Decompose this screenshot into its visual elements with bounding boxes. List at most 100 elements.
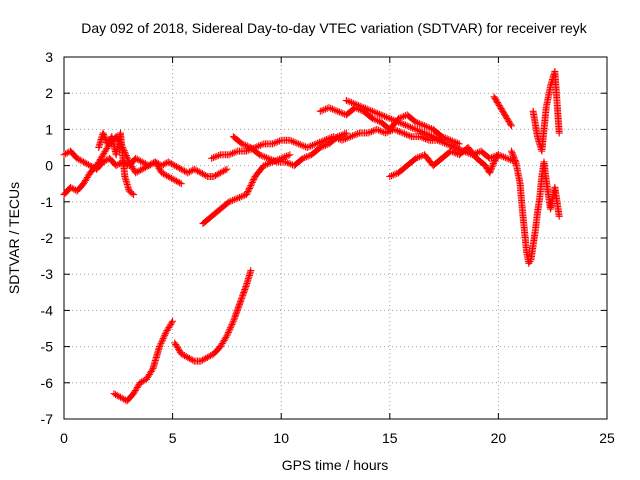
data-point (507, 147, 515, 155)
data-point (372, 116, 380, 124)
data-point (337, 109, 345, 117)
data-point (436, 136, 444, 144)
data-point (389, 116, 397, 124)
data-point (408, 124, 416, 132)
y-tick-label: -7 (41, 411, 54, 427)
data-point (370, 108, 378, 116)
data-point (128, 189, 136, 197)
data-point (223, 332, 231, 340)
data-point (442, 140, 450, 148)
data-point (507, 120, 515, 128)
data-point (312, 140, 320, 148)
data-point (316, 107, 324, 115)
data-point (229, 319, 237, 327)
data-point (228, 320, 236, 328)
data-point (347, 133, 355, 141)
data-point (261, 153, 269, 161)
data-point (176, 179, 184, 187)
data-point (412, 118, 420, 126)
data-point (450, 138, 458, 146)
data-point (394, 127, 402, 135)
data-point (322, 136, 330, 144)
data-point (248, 180, 256, 188)
data-point (496, 103, 504, 111)
data-point (281, 153, 289, 161)
data-point (242, 141, 250, 149)
data-point (322, 141, 330, 149)
data-point (158, 336, 166, 344)
data-point (486, 154, 494, 162)
data-point (100, 132, 108, 140)
data-point (375, 126, 383, 134)
data-point (374, 117, 382, 125)
data-point (279, 154, 287, 162)
data-point (491, 157, 499, 165)
data-point (511, 156, 519, 164)
data-point (324, 135, 332, 143)
data-point (499, 107, 507, 115)
data-point (238, 140, 246, 148)
data-point (249, 177, 257, 185)
data-point (221, 166, 229, 174)
data-point (260, 162, 268, 170)
data-point (405, 123, 413, 131)
data-point (301, 154, 309, 162)
data-point (272, 138, 280, 146)
data-point (235, 193, 243, 201)
data-point (305, 143, 313, 151)
data-point (422, 130, 430, 138)
data-point (270, 139, 278, 147)
data-point (224, 199, 232, 207)
data-point (490, 93, 498, 101)
data-point (449, 143, 457, 151)
data-point (237, 193, 245, 201)
data-point (417, 128, 425, 136)
data-point (489, 161, 497, 169)
data-point (320, 106, 328, 114)
y-tick-label: 2 (45, 85, 53, 101)
data-point (372, 109, 380, 117)
y-tick-label: -6 (41, 375, 54, 391)
data-point (411, 155, 419, 163)
data-point (148, 366, 156, 374)
data-point (382, 113, 390, 121)
data-point (169, 317, 177, 325)
data-point (256, 141, 264, 149)
y-tick-label: 0 (45, 158, 53, 174)
data-point (160, 333, 168, 341)
data-point (253, 143, 261, 151)
data-point (315, 138, 323, 146)
data-point (334, 133, 342, 141)
tick-layer: 0 5 10 15 20 25 -7 -6 -5 -4 -3 -2 -1 0 1 2 3 (41, 49, 615, 446)
data-point (368, 107, 376, 115)
data-point (230, 196, 238, 204)
data-point (502, 113, 510, 121)
data-point (227, 324, 235, 332)
data-point (399, 129, 407, 137)
data-point (283, 159, 291, 167)
data-point (337, 131, 345, 139)
data-point (446, 141, 454, 149)
data-point (393, 117, 401, 125)
data-point (346, 98, 354, 106)
data-point (158, 338, 166, 346)
data-point (406, 132, 414, 140)
data-point (447, 136, 455, 144)
data-point (414, 119, 422, 127)
data-point (482, 163, 490, 171)
data-point (395, 128, 403, 136)
data-point (444, 141, 452, 149)
data-point (323, 141, 331, 149)
data-point (244, 188, 252, 196)
data-point (227, 150, 235, 158)
data-point (246, 183, 254, 191)
data-point (363, 105, 371, 113)
data-point (229, 149, 237, 157)
y-tick-label: -1 (41, 194, 54, 210)
data-point (489, 160, 497, 168)
data-point (285, 159, 293, 167)
data-point (321, 136, 329, 144)
data-point (401, 121, 409, 129)
data-point (303, 144, 311, 151)
